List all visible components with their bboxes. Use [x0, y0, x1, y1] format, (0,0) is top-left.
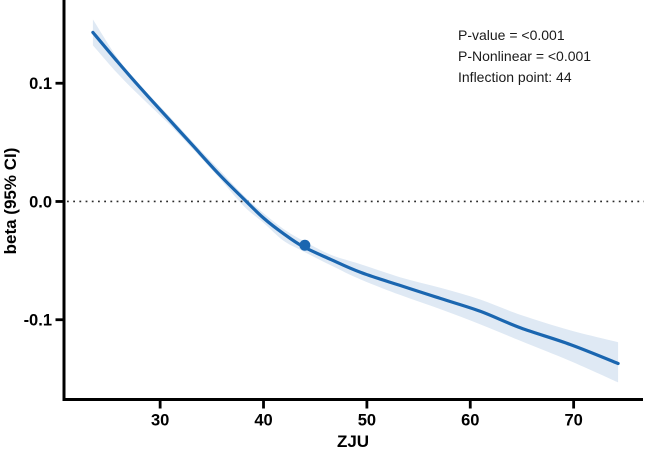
x-tick-label: 70	[564, 412, 582, 430]
confidence-band	[92, 19, 619, 383]
y-tick-label: 0.1	[29, 75, 52, 93]
x-tick-label: 40	[254, 412, 272, 430]
inflection-point-text: Inflection point: 44	[458, 69, 572, 85]
y-tick-label: 0.0	[29, 193, 52, 211]
stats-annotation: P-value = <0.001 P-Nonlinear = <0.001 In…	[458, 27, 591, 85]
p-value-text: P-value = <0.001	[458, 27, 565, 43]
x-tick-label: 60	[461, 412, 479, 430]
x-axis-title: ZJU	[337, 432, 369, 451]
y-axis-ticks: 0.1 0.0 -0.1	[24, 75, 64, 330]
inflection-point-marker	[299, 239, 311, 251]
beta-curve	[91, 30, 620, 366]
x-tick-label: 30	[151, 412, 169, 430]
x-tick-label: 50	[358, 412, 376, 430]
p-nonlinear-text: P-Nonlinear = <0.001	[458, 48, 591, 64]
y-tick-label: -0.1	[24, 312, 52, 330]
y-axis-title: beta (95% CI)	[1, 148, 20, 255]
x-axis-ticks: 30 40 50 60 70	[151, 399, 583, 430]
